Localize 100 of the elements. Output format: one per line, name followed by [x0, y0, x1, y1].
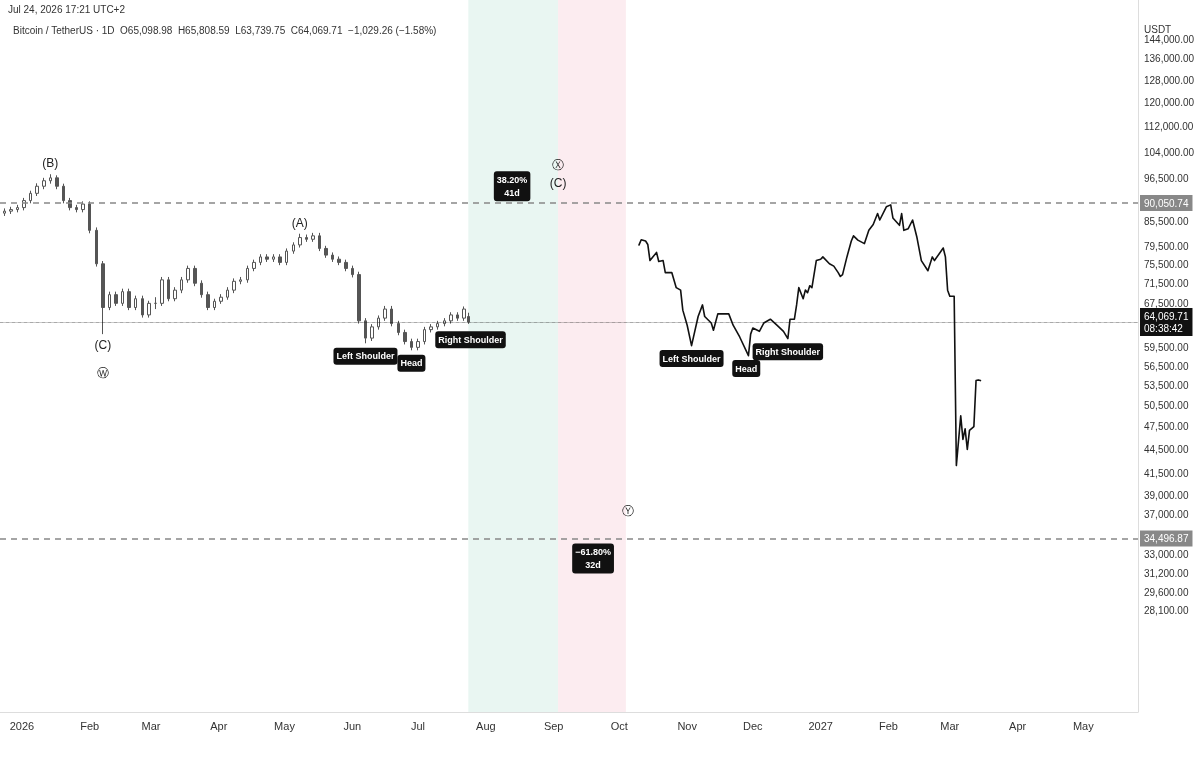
candlestick	[383, 305, 387, 322]
y-tick-label: 50,500.00	[1144, 399, 1189, 411]
y-tick-label: 53,500.00	[1144, 379, 1189, 391]
y-tick-label: 104,000.00	[1144, 147, 1195, 159]
candlestick	[436, 320, 439, 331]
candlestick	[35, 182, 39, 197]
annotation: Right Shoulder	[438, 334, 504, 345]
x-tick-label: Sep	[543, 719, 564, 732]
candlestick	[252, 259, 256, 272]
candlestick	[272, 253, 275, 263]
candlestick	[397, 320, 400, 336]
y-tick-label: 120,000.00	[1144, 97, 1195, 109]
y-tick-label: 85,500.00	[1144, 215, 1189, 227]
candlestick	[141, 295, 144, 319]
candlestick	[3, 207, 6, 217]
candlestick	[246, 265, 249, 284]
candlestick	[285, 247, 288, 266]
candlestick	[9, 206, 13, 215]
x-tick-label: Oct	[610, 719, 628, 732]
ref-line-label: 64,069.71 08:38:42	[1144, 310, 1189, 334]
candlestick	[180, 276, 183, 294]
candlestick	[213, 298, 216, 311]
candlestick	[377, 314, 380, 331]
candlestick	[337, 255, 341, 266]
candlestick	[114, 291, 118, 307]
y-tick-label: 31,200.00	[1144, 568, 1189, 580]
x-tick-label: Feb	[879, 719, 898, 732]
candlestick	[160, 276, 164, 307]
candlestick	[331, 251, 334, 263]
y-tick-label: 136,000.00	[1144, 53, 1195, 65]
candlestick	[127, 288, 131, 311]
candlestick	[167, 276, 170, 302]
annotation: Right Shoulder	[755, 346, 821, 357]
candlestick	[95, 226, 98, 268]
y-axis-title: USDT	[1144, 23, 1172, 35]
x-tick-label: Dec	[743, 719, 764, 732]
candlestick	[318, 232, 321, 252]
candlestick	[311, 232, 315, 243]
y-tick-label: 28,100.00	[1144, 604, 1189, 616]
candlestick	[390, 305, 393, 327]
candlestick	[265, 253, 269, 263]
candlestick	[232, 277, 236, 294]
candlestick	[324, 245, 328, 259]
y-tick-label: 41,500.00	[1144, 468, 1189, 480]
candlestick	[462, 305, 466, 322]
candlestick	[456, 311, 459, 322]
y-tick-label: 59,500.00	[1144, 342, 1189, 354]
annotation: Head	[400, 358, 423, 369]
y-tick-label: 75,500.00	[1144, 259, 1189, 271]
candlestick	[423, 326, 426, 345]
candlestick	[259, 253, 262, 266]
candlestick	[42, 177, 46, 190]
candlestick	[206, 291, 210, 311]
ref-line-label: 34,496.87	[1144, 533, 1189, 544]
x-tick-label: Jun	[343, 719, 362, 732]
candlestick	[55, 174, 59, 190]
y-tick-label: 144,000.00	[1144, 33, 1195, 45]
annotation: Ⓨ	[622, 504, 635, 519]
candlestick	[173, 286, 177, 302]
x-tick-label: May	[274, 719, 296, 732]
y-tick-label: 56,500.00	[1144, 360, 1189, 372]
annotation: −61.80% 32d	[575, 547, 611, 570]
candlestick	[62, 183, 65, 204]
candlestick	[29, 190, 32, 204]
candlestick	[403, 329, 407, 345]
candlestick	[305, 234, 308, 243]
y-tick-label: 128,000.00	[1144, 74, 1195, 86]
candlestick	[278, 253, 282, 266]
y-tick-label: 33,000.00	[1144, 548, 1189, 560]
candlestick	[449, 311, 453, 325]
annotation: Head	[735, 363, 758, 374]
candlestick	[298, 233, 302, 249]
candlestick	[357, 271, 361, 325]
annotation: (A)	[291, 215, 308, 230]
x-tick-label: Aug	[476, 719, 496, 732]
candlestick	[121, 288, 124, 307]
candlestick	[344, 259, 348, 272]
candlestick	[49, 173, 52, 185]
candlestick	[88, 200, 91, 234]
annotation: Left Shoulder	[662, 353, 722, 364]
y-tick-label: 37,000.00	[1144, 508, 1189, 520]
candlestick	[186, 265, 190, 284]
candlestick	[134, 295, 137, 311]
y-tick-label: 79,500.00	[1144, 241, 1189, 253]
y-tick-label: 39,000.00	[1144, 490, 1189, 502]
candlestick	[429, 323, 433, 333]
ref-line-label: 90,050.74	[1144, 197, 1189, 209]
annotation: Ⓦ	[96, 366, 109, 381]
y-tick-label: 71,500.00	[1144, 278, 1189, 290]
x-tick-label: Apr	[210, 719, 228, 732]
y-tick-label: 96,500.00	[1144, 173, 1189, 185]
annotation: (C)	[94, 338, 112, 353]
candlestick	[226, 286, 229, 301]
y-tick-label: 44,500.00	[1144, 444, 1189, 455]
y-tick-label: 29,600.00	[1144, 586, 1189, 598]
candlestick	[193, 265, 197, 287]
candlestick	[351, 265, 354, 278]
y-tick-label: 47,500.00	[1144, 421, 1189, 433]
x-tick-label: May	[1072, 719, 1095, 732]
annotation: Left Shoulder	[336, 351, 395, 362]
